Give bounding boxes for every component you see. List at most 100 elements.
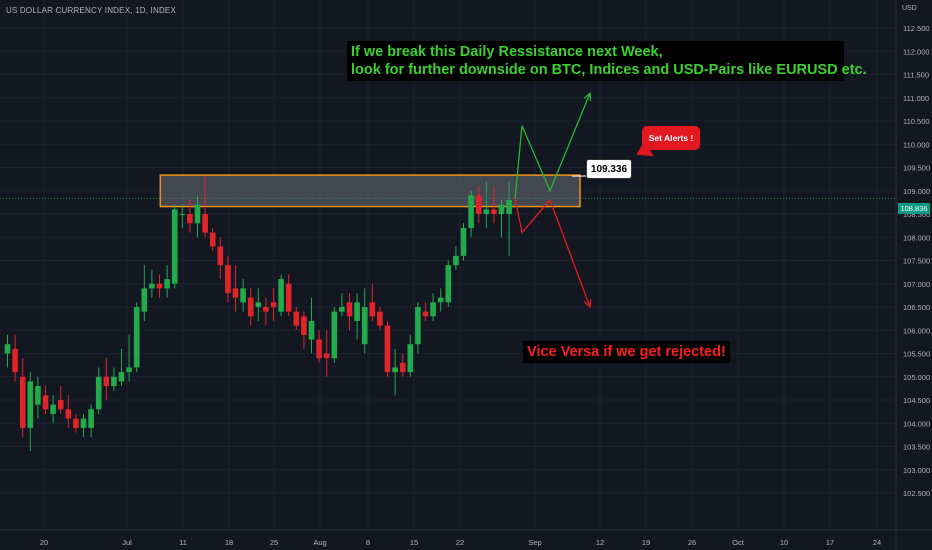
- x-tick-label: 10: [780, 538, 788, 547]
- y-tick-label: 107.000: [903, 280, 930, 289]
- x-tick-label: 8: [366, 538, 370, 547]
- resistance-level-label[interactable]: 109.336: [586, 159, 632, 179]
- bullish-annotation-line1: If we break this Daily Ressistance next …: [351, 44, 663, 60]
- y-tick-label: 110.500: [903, 117, 930, 126]
- candle-down: [491, 209, 497, 214]
- x-tick-label: 24: [873, 538, 881, 547]
- candle-up: [88, 409, 94, 428]
- candle-up: [308, 320, 315, 340]
- candle-down: [377, 311, 383, 326]
- candle-down: [57, 400, 64, 410]
- candle-up: [133, 307, 140, 368]
- candle-up: [430, 302, 436, 317]
- candle-down: [209, 232, 216, 247]
- x-tick-label: Aug: [313, 538, 326, 547]
- bearish-annotation[interactable]: Vice Versa if we get rejected!: [523, 341, 730, 363]
- candle-up: [331, 311, 338, 359]
- y-tick-label: 108.500: [903, 210, 930, 219]
- y-tick-label: 102.500: [903, 489, 930, 498]
- y-tick-label: 106.500: [903, 303, 930, 312]
- set-alerts-callout[interactable]: Set Alerts !: [642, 126, 700, 150]
- candle-down: [369, 302, 376, 317]
- bullish-annotation-line2: look for further downside on BTC, Indice…: [351, 62, 867, 78]
- candle-up: [141, 288, 148, 312]
- candle-up: [35, 386, 41, 405]
- candle-down: [293, 311, 300, 326]
- candle-up: [4, 344, 11, 354]
- candle-down: [42, 395, 49, 410]
- currency-unit: USD: [902, 5, 917, 12]
- candle-up: [179, 214, 186, 215]
- candle-up: [80, 418, 87, 428]
- candle-down: [187, 214, 193, 224]
- candle-up: [278, 279, 284, 312]
- bearish-projection: [514, 198, 591, 308]
- candle-up: [415, 307, 421, 345]
- y-tick-label: 103.500: [903, 443, 930, 452]
- y-tick-label: 107.500: [903, 257, 930, 266]
- candle-up: [255, 302, 262, 307]
- candle-down: [346, 302, 353, 317]
- candle-down: [399, 362, 406, 373]
- x-tick-label: 15: [410, 538, 418, 547]
- x-tick-label: 25: [270, 538, 278, 547]
- candle-down: [475, 195, 482, 214]
- candle-down: [156, 283, 163, 289]
- candle-up: [354, 302, 360, 321]
- candle-up: [126, 367, 132, 373]
- candle-down: [19, 376, 26, 428]
- bearish-projection-arrowhead: [583, 298, 592, 309]
- x-tick-label: 17: [826, 538, 834, 547]
- y-tick-label: 112.500: [903, 24, 930, 33]
- x-tick-label: 11: [179, 538, 187, 547]
- candle-down: [65, 409, 72, 419]
- current-price-tag: 108.836: [898, 203, 930, 214]
- x-tick-label: Oct: [732, 538, 745, 547]
- candle-up: [194, 204, 201, 224]
- y-tick-label: 112.000: [903, 47, 930, 56]
- candle-up: [392, 367, 398, 373]
- bullish-annotation[interactable]: If we break this Daily Ressistance next …: [347, 41, 867, 81]
- candle-down: [285, 283, 292, 312]
- candle-down: [384, 325, 391, 373]
- y-tick-label: 110.000: [903, 140, 930, 149]
- y-tick-label: 111.000: [903, 94, 929, 103]
- y-tick-label: 111.500: [903, 71, 929, 80]
- candle-up: [171, 209, 178, 284]
- y-tick-label: 108.000: [903, 233, 930, 242]
- candle-up: [460, 227, 467, 256]
- bullish-projection-arrowhead: [583, 91, 592, 102]
- candle-up: [339, 307, 345, 312]
- y-tick-label: 105.500: [903, 350, 930, 359]
- candle-down: [232, 288, 239, 298]
- candle-up: [111, 376, 117, 387]
- y-tick-label: 105.000: [903, 373, 930, 382]
- candle-up: [453, 255, 459, 266]
- symbol-title: US DOLLAR CURRENCY INDEX, 1D, INDEX: [6, 6, 176, 15]
- candle-down: [270, 302, 277, 307]
- y-tick-label: 104.500: [903, 396, 930, 405]
- candle-down: [422, 311, 429, 317]
- x-tick-label: 12: [596, 538, 604, 547]
- y-tick-label: 103.000: [903, 466, 930, 475]
- candle-up: [240, 288, 246, 303]
- candle-up: [407, 344, 414, 373]
- candle-down: [323, 353, 330, 359]
- candle-up: [361, 307, 368, 345]
- candle-down: [73, 418, 79, 428]
- candle-down: [217, 246, 224, 266]
- candle-down: [263, 307, 269, 312]
- x-tick-label: Sep: [528, 538, 541, 547]
- candle-down: [225, 265, 231, 294]
- candle-up: [445, 265, 452, 303]
- candle-up: [95, 376, 102, 410]
- x-tick-label: 18: [225, 538, 233, 547]
- candle-up: [118, 372, 125, 382]
- bullish-projection: [514, 92, 591, 199]
- candle-up: [468, 195, 474, 228]
- candle-up: [506, 200, 512, 214]
- candle-down: [301, 316, 307, 335]
- y-tick-label: 104.000: [903, 419, 930, 428]
- y-tick-label: 109.500: [903, 164, 930, 173]
